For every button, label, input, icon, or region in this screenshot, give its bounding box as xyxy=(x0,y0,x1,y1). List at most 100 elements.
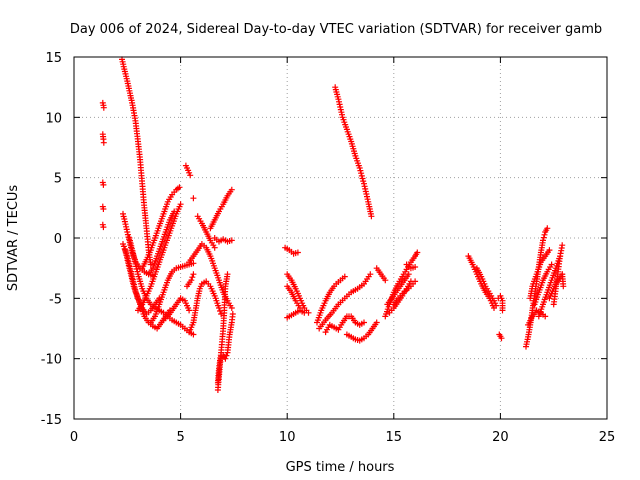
data-point-markers xyxy=(182,162,194,179)
data-point-markers xyxy=(403,261,419,272)
data-point-markers xyxy=(99,179,107,188)
data-point-markers xyxy=(496,331,505,342)
data-point-markers xyxy=(473,265,500,309)
data-point-markers xyxy=(99,99,107,111)
data-point-markers xyxy=(139,184,183,272)
data-point-markers xyxy=(99,203,107,212)
data-point-markers xyxy=(314,283,338,326)
data-point-markers xyxy=(550,253,564,308)
series-s28 xyxy=(284,283,303,311)
series-s34 xyxy=(343,319,380,344)
series-s10 xyxy=(126,235,197,338)
data-point-markers xyxy=(284,271,312,316)
series-s22 xyxy=(211,235,235,245)
series-s11 xyxy=(139,184,183,272)
grid-lines xyxy=(74,57,607,419)
y-tick-label: 5 xyxy=(54,172,62,187)
data-point-markers xyxy=(186,278,225,336)
y-tick-label: -15 xyxy=(41,413,62,428)
y-tick-label: 0 xyxy=(54,232,62,247)
series-s30 xyxy=(314,283,338,326)
data-point-markers xyxy=(147,260,197,326)
data-point-markers xyxy=(284,307,308,321)
data-point-markers xyxy=(207,186,235,232)
x-tick-label: 25 xyxy=(599,430,616,445)
data-point-markers xyxy=(190,195,197,202)
data-point-markers xyxy=(322,313,367,336)
series-s13 xyxy=(135,201,184,314)
data-point-markers xyxy=(384,271,412,308)
data-point-markers xyxy=(126,235,197,338)
data-point-markers xyxy=(316,271,374,332)
data-point-markers xyxy=(333,273,348,287)
series-s18 xyxy=(190,195,197,202)
series-s33 xyxy=(322,313,367,336)
series-s38 xyxy=(384,271,412,308)
data-point-markers xyxy=(135,201,184,314)
series-s15 xyxy=(147,260,197,326)
series-s41 xyxy=(403,261,419,272)
x-tick-label: 20 xyxy=(492,430,509,445)
series-s14 xyxy=(160,295,193,324)
series-s40 xyxy=(390,278,419,308)
data-points xyxy=(99,56,567,393)
series-s32 xyxy=(333,273,348,287)
series-s01 xyxy=(99,99,107,111)
data-point-markers xyxy=(194,213,218,251)
y-tick-label: 15 xyxy=(45,51,62,66)
data-point-markers xyxy=(145,208,178,278)
series-s04 xyxy=(99,203,107,212)
data-point-markers xyxy=(282,244,301,257)
data-point-markers xyxy=(559,271,567,290)
data-point-markers xyxy=(343,319,380,344)
data-point-markers xyxy=(390,278,419,308)
data-point-markers xyxy=(186,241,235,311)
data-point-markers xyxy=(99,221,107,231)
series-s29 xyxy=(284,307,308,321)
data-point-markers xyxy=(184,271,197,290)
x-tick-label: 0 xyxy=(70,430,78,445)
series-s02 xyxy=(99,131,107,146)
series-s45 xyxy=(496,331,505,342)
data-point-markers xyxy=(495,292,506,314)
series-s19 xyxy=(186,241,235,311)
series-s35 xyxy=(332,84,375,220)
y-tick-label: -5 xyxy=(49,292,62,307)
axis-ticks: 0 5 10 15 20 25 -15 -10 -5 0 5 10 15 xyxy=(41,51,616,445)
data-point-markers xyxy=(527,247,553,302)
data-point-markers xyxy=(99,131,107,146)
series-s53 xyxy=(559,271,567,290)
y-axis-label: SDTVAR / TECUs xyxy=(6,185,21,292)
x-tick-label: 5 xyxy=(176,430,184,445)
data-point-markers xyxy=(214,271,231,386)
chart-title: Day 006 of 2024, Sidereal Day-to-day VTE… xyxy=(70,22,602,37)
series-s12 xyxy=(145,208,178,278)
series-s31 xyxy=(316,271,374,332)
series-s27 xyxy=(284,271,312,316)
series-s52 xyxy=(550,253,564,308)
data-point-markers xyxy=(211,235,235,245)
series-s20 xyxy=(194,213,218,251)
series-s17 xyxy=(184,271,197,290)
data-point-markers xyxy=(373,265,389,284)
series-s26 xyxy=(282,244,301,257)
y-tick-label: 10 xyxy=(45,111,62,126)
data-point-markers xyxy=(160,295,193,324)
series-s49 xyxy=(531,261,555,308)
data-point-markers xyxy=(332,84,375,220)
series-s36 xyxy=(373,265,389,284)
x-axis-label: GPS time / hours xyxy=(286,460,395,475)
series-s43 xyxy=(473,265,500,309)
series-s05 xyxy=(99,221,107,231)
y-tick-label: -10 xyxy=(41,353,62,368)
series-s23 xyxy=(186,278,225,336)
series-s25 xyxy=(214,271,231,386)
data-point-markers xyxy=(284,283,303,311)
x-tick-label: 10 xyxy=(279,430,296,445)
series-s48 xyxy=(527,247,553,302)
series-s44 xyxy=(495,292,506,314)
series-s06 xyxy=(119,56,154,268)
series-s03 xyxy=(99,179,107,188)
series-s16 xyxy=(182,162,194,179)
